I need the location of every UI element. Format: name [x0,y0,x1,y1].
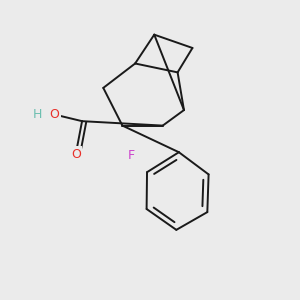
Text: O: O [50,108,59,121]
Text: H: H [33,108,42,121]
Text: F: F [127,149,134,162]
Text: O: O [71,148,81,161]
